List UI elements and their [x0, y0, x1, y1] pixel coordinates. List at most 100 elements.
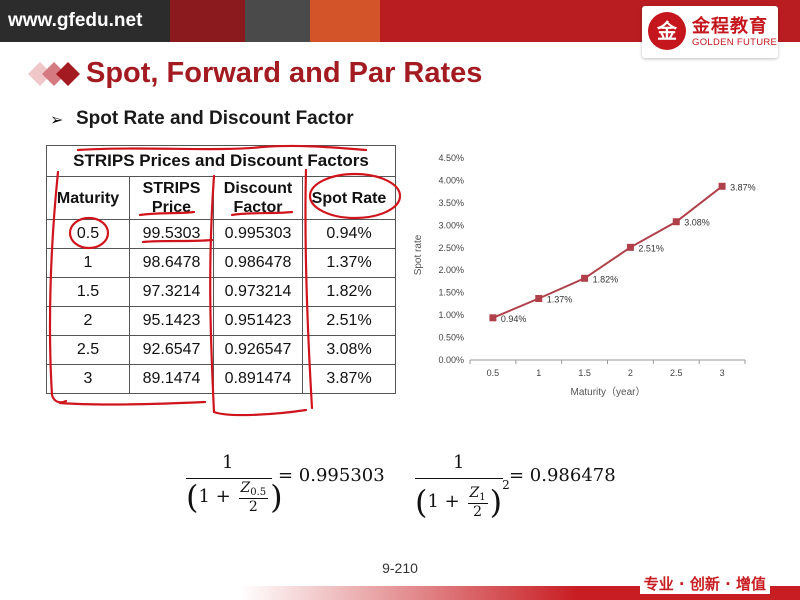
diamonds-icon	[28, 62, 80, 86]
table-caption: STRIPS Prices and Discount Factors	[46, 145, 396, 177]
page-title: Spot, Forward and Par Rates	[86, 57, 483, 89]
series-line	[492, 185, 723, 319]
logo-chinese-name: 金程教育	[692, 16, 768, 37]
cell-spot-rate: 1.37%	[302, 248, 396, 278]
table-row: 2.5 92.6547 0.926547 3.08%	[46, 335, 396, 365]
logo-seal-icon: 金	[648, 12, 686, 50]
y-tick-label: 1.00%	[438, 310, 464, 320]
data-point	[489, 314, 497, 322]
data-point	[581, 274, 589, 282]
cell-spot-rate: 3.87%	[302, 364, 396, 394]
strips-table: STRIPS Prices and Discount Factors Matur…	[46, 145, 396, 394]
data-label: 1.82%	[593, 274, 619, 284]
bullet-arrow-icon: ➢	[50, 110, 64, 129]
y-tick-label: 3.50%	[438, 198, 464, 208]
formula-1: 1 (1 + Z0.5 2) = 0.995303	[186, 452, 385, 516]
cell-maturity: 0.5	[46, 219, 130, 249]
y-tick-label: 0.00%	[438, 355, 464, 365]
data-label: 3.87%	[730, 182, 756, 192]
header-maturity: Maturity	[46, 176, 130, 220]
header-strips-price: STRIPS Price	[129, 176, 214, 220]
cell-strips-price: 95.1423	[129, 306, 214, 336]
cell-maturity: 1.5	[46, 277, 130, 307]
formula-1-two: 2	[248, 498, 258, 515]
table-row: 3 89.1474 0.891474 3.87%	[46, 364, 396, 394]
fraction-bar	[186, 478, 272, 479]
formula-1-one: 1	[198, 486, 210, 507]
formula-1-plus: +	[215, 486, 231, 507]
logo: 金 金程教育 GOLDEN FUTURE	[642, 6, 778, 58]
paren: (	[186, 478, 199, 516]
formula-2: 1 (1 + Z1 2)2 = 0.986478	[415, 452, 616, 521]
formula-2-result: = 0.986478	[509, 465, 616, 486]
fraction-bar	[415, 478, 503, 479]
formula-2-zsub: 1	[479, 491, 486, 503]
y-tick-label: 4.50%	[438, 153, 464, 163]
cell-discount-factor: 0.926547	[213, 335, 303, 365]
header-discount-factor: Discount Factor	[213, 176, 303, 220]
site-url: www.gfedu.net	[0, 0, 170, 42]
cell-strips-price: 92.6547	[129, 335, 214, 365]
cell-maturity: 2	[46, 306, 130, 336]
formula-1-z: Z	[240, 479, 251, 496]
cell-spot-rate: 2.51%	[302, 306, 396, 336]
x-tick-label: 3	[720, 368, 725, 378]
section-subtitle: Spot Rate and Discount Factor	[76, 108, 354, 129]
header-spot-rate: Spot Rate	[302, 176, 396, 220]
table-row: 1 98.6478 0.986478 1.37%	[46, 248, 396, 278]
logo-english-name: GOLDEN FUTURE	[692, 37, 778, 48]
x-tick-label: 2.5	[670, 368, 683, 378]
formula-2-numerator: 1	[453, 452, 465, 473]
cell-strips-price: 99.5303	[129, 219, 214, 249]
data-point	[535, 295, 543, 303]
formula-2-one: 1	[427, 491, 439, 512]
cell-spot-rate: 1.82%	[302, 277, 396, 307]
footer-slogan: 专业 · 创新 · 增值	[639, 573, 770, 594]
cell-discount-factor: 0.986478	[213, 248, 303, 278]
cell-spot-rate: 0.94%	[302, 219, 396, 249]
formula-1-numerator: 1	[222, 452, 234, 473]
table-row: 1.5 97.3214 0.973214 1.82%	[46, 277, 396, 307]
formula-2-exponent: 2	[502, 478, 510, 492]
y-axis-label: Spot rate	[413, 234, 424, 275]
formula-2-plus: +	[444, 491, 460, 512]
x-tick-label: 2	[628, 368, 633, 378]
cell-maturity: 1	[46, 248, 130, 278]
cell-discount-factor: 0.951423	[213, 306, 303, 336]
formula-1-zsub: 0.5	[250, 486, 267, 498]
data-point	[718, 182, 726, 190]
cell-discount-factor: 0.891474	[213, 364, 303, 394]
y-tick-label: 4.00%	[438, 175, 464, 185]
table-row: 2 95.1423 0.951423 2.51%	[46, 306, 396, 336]
x-tick-label: 1	[536, 368, 541, 378]
page-number: 9-210	[382, 560, 418, 576]
formula-1-result: = 0.995303	[278, 465, 385, 486]
formula-2-z: Z	[469, 484, 480, 501]
header-stripe	[310, 0, 380, 42]
y-tick-label: 0.50%	[438, 333, 464, 343]
cell-maturity: 3	[46, 364, 130, 394]
formula-2-two: 2	[473, 503, 483, 520]
data-label: 2.51%	[638, 243, 664, 253]
cell-maturity: 2.5	[46, 335, 130, 365]
x-axis-label: Maturity（year）	[570, 386, 645, 398]
table-header-row: Maturity STRIPS Price Discount Factor Spot…	[46, 176, 396, 220]
header-stripe	[245, 0, 310, 42]
data-label: 3.08%	[684, 218, 710, 228]
data-point	[672, 218, 680, 226]
y-tick-label: 2.00%	[438, 265, 464, 275]
y-tick-label: 3.00%	[438, 220, 464, 230]
x-tick-label: 0.5	[487, 368, 500, 378]
spot-rate-chart: 0.00% 0.50% 1.00% 1.50% 2.00% 2.50% 3.00% 3.50%…	[413, 153, 756, 398]
data-label: 0.94%	[501, 314, 527, 324]
y-tick-label: 2.50%	[438, 243, 464, 253]
header-stripe	[170, 0, 245, 42]
table-row: 0.5 99.5303 0.995303 0.94%	[46, 219, 396, 249]
x-tick-label: 1.5	[578, 368, 591, 378]
cell-discount-factor: 0.995303	[213, 219, 303, 249]
y-tick-label: 1.50%	[438, 288, 464, 298]
data-label: 1.37%	[547, 295, 573, 305]
cell-spot-rate: 3.08%	[302, 335, 396, 365]
data-point	[626, 243, 634, 251]
cell-strips-price: 98.6478	[129, 248, 214, 278]
